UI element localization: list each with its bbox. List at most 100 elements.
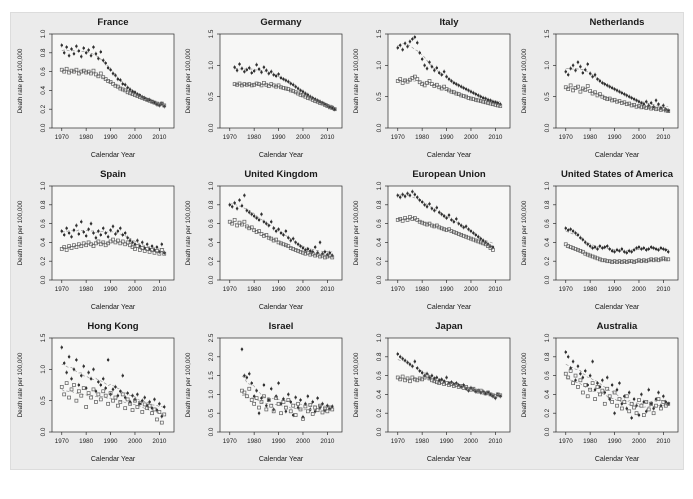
data-point-open-square [79, 244, 84, 249]
data-point-filled-circle [282, 233, 285, 237]
data-point-open-square [568, 83, 573, 88]
data-point-filled-circle [82, 230, 85, 234]
data-point-open-square [654, 257, 658, 262]
data-point-open-square [84, 405, 89, 409]
data-point-open-square [301, 250, 305, 255]
data-point-filled-circle [284, 79, 288, 82]
data-point-filled-circle [632, 397, 636, 401]
data-point-open-square [254, 81, 259, 86]
data-point-open-square [230, 221, 235, 226]
data-point-open-square [284, 405, 288, 410]
data-point-open-square [437, 225, 442, 230]
data-point-open-square [74, 245, 79, 249]
plot-united-states-of-america: United States of America 0.0 0.2 0.4 0.6 0.8 1… [521, 169, 679, 311]
data-point-filled-circle [119, 227, 122, 230]
y-tick-label: 0.4 [208, 238, 215, 247]
data-point-filled-circle [274, 74, 278, 78]
data-point-filled-circle [588, 374, 592, 377]
data-point-filled-circle [250, 381, 253, 385]
data-point-open-square [563, 242, 568, 247]
plot-area [555, 33, 679, 129]
data-point-open-square [447, 227, 451, 232]
data-point-filled-circle [294, 241, 297, 244]
data-point-filled-circle [464, 87, 468, 91]
data-point-open-square [469, 387, 473, 392]
data-point-filled-circle [579, 65, 582, 68]
panel-title: Australia [597, 321, 638, 332]
data-point-open-square [288, 409, 293, 414]
data-point-open-square [286, 398, 291, 402]
data-point-open-square [111, 81, 115, 86]
data-point-filled-circle [252, 214, 256, 218]
data-point-filled-circle [126, 236, 129, 239]
data-point-filled-circle [610, 249, 614, 253]
panel-netherlands: Netherlands 0.0 0.5 1.0 1.5 1970 1980 1990 2000 2… [515, 13, 683, 165]
data-point-filled-circle [566, 228, 570, 232]
data-point-open-square [96, 74, 101, 79]
data-point-filled-circle [649, 101, 653, 105]
data-point-filled-circle [472, 91, 475, 95]
plot-japan: Japan 0.0 0.2 0.4 0.6 0.8 1.0 1970 1980 1990 2000 2… [353, 321, 511, 463]
data-point-open-square [403, 216, 407, 220]
data-point-filled-circle [272, 73, 275, 76]
y-tick-label: 0.6 [376, 371, 383, 380]
data-point-filled-circle [77, 383, 81, 387]
y-axis-label: Death rate per 100,000 [17, 48, 24, 113]
x-tick-label: 1980 [415, 286, 430, 293]
data-point-open-square [498, 393, 503, 398]
data-point-filled-circle [450, 380, 453, 384]
data-point-open-square [81, 386, 86, 390]
data-point-open-square [325, 254, 330, 259]
x-axis-label: Calendar Year [595, 304, 640, 311]
data-point-filled-circle [469, 90, 473, 93]
data-point-filled-circle [272, 408, 275, 411]
data-point-filled-circle [657, 102, 660, 106]
data-point-filled-circle [430, 207, 434, 210]
data-point-open-square [98, 71, 103, 76]
data-point-open-square [486, 101, 490, 105]
data-point-open-square [617, 397, 622, 401]
data-point-filled-circle [588, 244, 592, 248]
data-point-open-square [641, 413, 646, 417]
data-point-filled-circle [455, 381, 458, 385]
y-tick-label: 0.8 [40, 200, 47, 209]
data-point-filled-circle [299, 89, 302, 92]
data-point-open-square [620, 101, 624, 105]
data-point-open-square [254, 396, 259, 401]
data-point-open-square [612, 390, 617, 395]
data-point-filled-circle [265, 404, 268, 407]
data-point-filled-circle [106, 235, 110, 239]
data-point-open-square [84, 70, 89, 75]
x-tick-label: 1990 [104, 438, 119, 445]
x-tick-label: 2000 [296, 438, 311, 445]
data-point-filled-circle [396, 194, 400, 197]
data-point-filled-circle [445, 376, 448, 379]
data-point-open-square [152, 100, 157, 105]
panel-italy: Italy 0.0 0.5 1.0 1.5 1970 1980 1990 2000 2010 Cal… [347, 13, 515, 165]
y-tick-label: 0.2 [376, 256, 383, 265]
data-point-filled-circle [279, 231, 283, 235]
data-point-filled-circle [260, 212, 263, 216]
data-point-open-square [491, 102, 495, 107]
data-point-open-square [332, 107, 337, 112]
plot-spain: Spain 0.0 0.2 0.4 0.6 0.8 1.0 1970 1980 1990 2000 2… [17, 169, 175, 311]
data-point-filled-circle [289, 82, 293, 85]
data-point-open-square [286, 244, 291, 249]
data-point-filled-circle [618, 90, 621, 93]
data-point-open-square [461, 94, 466, 98]
data-point-filled-circle [584, 241, 587, 244]
x-tick-label: 2010 [656, 134, 671, 141]
data-point-filled-circle [72, 52, 76, 55]
data-point-open-square [595, 385, 600, 389]
data-point-open-square [403, 378, 407, 383]
data-point-open-square [133, 93, 137, 97]
data-point-open-square [585, 252, 590, 257]
data-point-filled-circle [459, 85, 463, 88]
data-point-open-square [254, 230, 259, 234]
data-point-filled-circle [601, 81, 604, 85]
y-tick-label: 0.0 [376, 123, 383, 132]
data-point-open-square [456, 232, 461, 236]
data-point-open-square [130, 92, 135, 97]
data-point-filled-circle [162, 405, 166, 409]
y-tick-label: 0.4 [544, 238, 551, 247]
